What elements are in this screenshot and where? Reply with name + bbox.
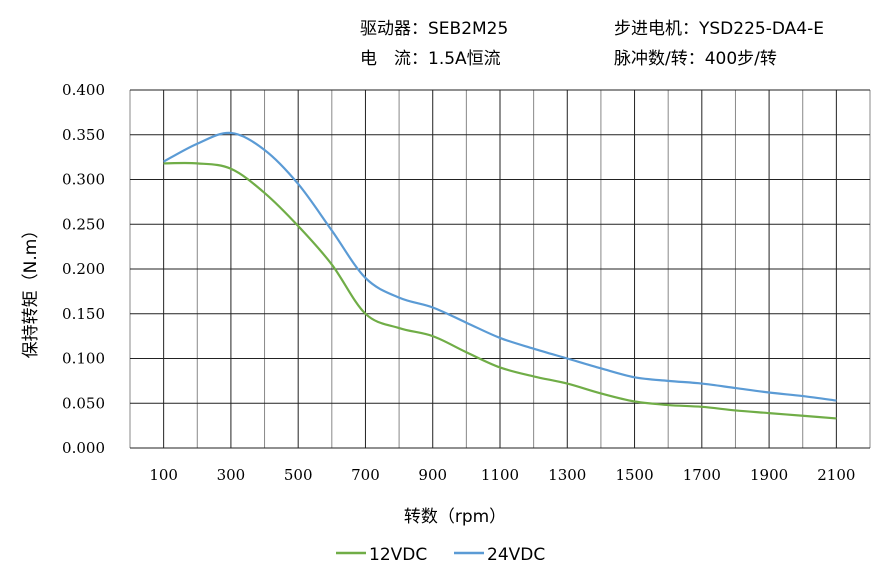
x-tick-label: 900 bbox=[418, 466, 447, 484]
y-tick-label: 0.350 bbox=[62, 126, 105, 144]
motor-label: 步进电机：YSD225-DA4-E bbox=[614, 19, 824, 39]
x-tick-label: 1500 bbox=[615, 466, 653, 484]
y-tick-label: 0.400 bbox=[62, 81, 105, 99]
y-tick-label: 0.150 bbox=[62, 305, 105, 323]
series-line-24VDC bbox=[163, 131, 837, 402]
y-axis-label: 保持转矩（N.m） bbox=[21, 222, 41, 359]
y-tick-label: 0.250 bbox=[62, 215, 105, 233]
y-tick-label: 0.050 bbox=[62, 394, 105, 412]
x-axis-label: 转数（rpm） bbox=[404, 507, 506, 527]
x-tick-label: 100 bbox=[149, 466, 178, 484]
y-tick-label: 0.100 bbox=[62, 350, 105, 368]
x-tick-label: 1900 bbox=[750, 466, 788, 484]
x-tick-label: 700 bbox=[351, 466, 380, 484]
x-tick-label: 300 bbox=[217, 466, 246, 484]
x-tick-label: 500 bbox=[284, 466, 313, 484]
legend-label: 12VDC bbox=[369, 545, 427, 565]
x-tick-label: 1100 bbox=[481, 466, 519, 484]
y-tick-label: 0.300 bbox=[62, 171, 105, 189]
x-tick-label: 1300 bbox=[548, 466, 586, 484]
current-label: 电 流：1.5A恒流 bbox=[360, 49, 501, 69]
series-line-12VDC bbox=[163, 161, 837, 420]
legend-label: 24VDC bbox=[487, 545, 545, 565]
driver-label: 驱动器：SEB2M25 bbox=[360, 19, 509, 39]
x-tick-label: 1700 bbox=[683, 466, 721, 484]
x-tick-label: 2100 bbox=[817, 466, 855, 484]
y-tick-label: 0.000 bbox=[62, 439, 105, 457]
pulses-label: 脉冲数/转：400步/转 bbox=[614, 49, 777, 69]
y-tick-label: 0.200 bbox=[62, 260, 105, 278]
